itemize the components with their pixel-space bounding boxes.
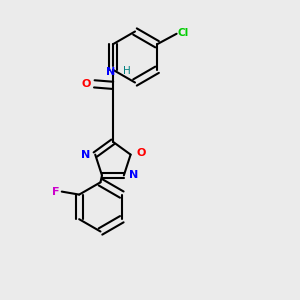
Text: N: N	[81, 150, 90, 160]
Text: F: F	[52, 187, 60, 196]
Text: O: O	[136, 148, 146, 158]
Text: N: N	[106, 67, 115, 77]
Text: Cl: Cl	[178, 28, 189, 38]
Text: O: O	[81, 79, 90, 89]
Text: H: H	[122, 66, 130, 76]
Text: N: N	[129, 170, 139, 180]
